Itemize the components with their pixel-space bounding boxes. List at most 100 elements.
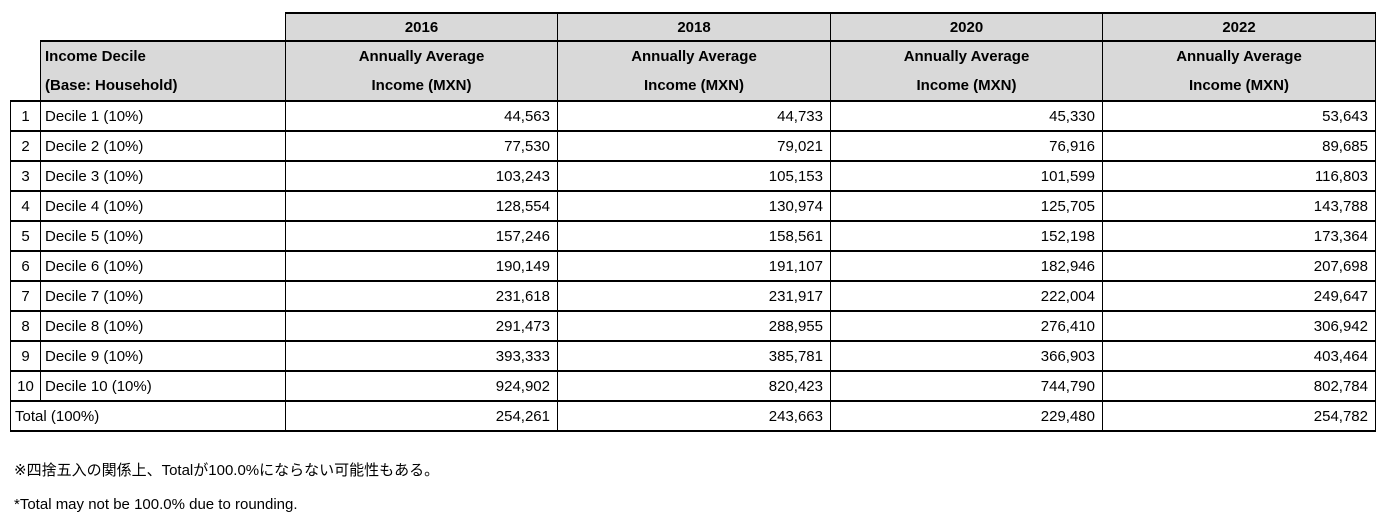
- income-value: 130,974: [557, 190, 831, 222]
- decile-label: Decile 6 (10%): [40, 250, 286, 282]
- table-row-decile-3: 3 Decile 3 (10%) 103,243 105,153 101,599…: [10, 160, 1376, 192]
- row-number: 10: [10, 370, 41, 402]
- income-value: 288,955: [557, 310, 831, 342]
- table-row-decile-4: 4 Decile 4 (10%) 128,554 130,974 125,705…: [10, 190, 1376, 222]
- row-number: 5: [10, 220, 41, 252]
- column-header-line1: Annually Average: [903, 48, 1030, 65]
- table-row-decile-7: 7 Decile 7 (10%) 231,618 231,917 222,004…: [10, 280, 1376, 312]
- income-value: 157,246: [285, 220, 558, 252]
- row-header: Income Decile (Base: Household): [40, 40, 286, 102]
- row-number: 9: [10, 340, 41, 372]
- year-header-2020: 2020: [830, 12, 1103, 42]
- income-value: 101,599: [830, 160, 1103, 192]
- income-value: 77,530: [285, 130, 558, 162]
- table-row-decile-8: 8 Decile 8 (10%) 291,473 288,955 276,410…: [10, 310, 1376, 342]
- data-table: 2016 2018 2020 2022 Income Decile (Base:…: [10, 12, 1376, 432]
- income-value: 403,464: [1102, 340, 1376, 372]
- income-value: 103,243: [285, 160, 558, 192]
- income-decile-table: 2016 2018 2020 2022 Income Decile (Base:…: [10, 12, 1376, 432]
- income-value: 158,561: [557, 220, 831, 252]
- income-value: 924,902: [285, 370, 558, 402]
- column-header-line1: Annually Average: [1176, 48, 1302, 65]
- row-number: 2: [10, 130, 41, 162]
- total-value: 254,782: [1102, 400, 1376, 432]
- decile-label: Decile 3 (10%): [40, 160, 286, 192]
- income-value: 276,410: [830, 310, 1103, 342]
- income-value: 222,004: [830, 280, 1103, 312]
- row-number: 8: [10, 310, 41, 342]
- table-row-decile-2: 2 Decile 2 (10%) 77,530 79,021 76,916 89…: [10, 130, 1376, 162]
- income-value: 191,107: [557, 250, 831, 282]
- row-header-line2: (Base: Household): [45, 77, 178, 94]
- column-header-2018: Annually Average Income (MXN): [557, 40, 831, 102]
- column-header-line2: Income (MXN): [1188, 77, 1289, 94]
- income-value: 249,647: [1102, 280, 1376, 312]
- total-label: Total (100%): [10, 400, 286, 432]
- total-value: 243,663: [557, 400, 831, 432]
- income-value: 231,618: [285, 280, 558, 312]
- income-value: 116,803: [1102, 160, 1376, 192]
- column-header-line2: Income (MXN): [643, 77, 744, 94]
- income-value: 105,153: [557, 160, 831, 192]
- income-value: 306,942: [1102, 310, 1376, 342]
- income-value: 152,198: [830, 220, 1103, 252]
- footnote-japanese: ※四捨五入の関係上、Totalが100.0%にならない可能性もある。: [14, 462, 440, 479]
- income-value: 802,784: [1102, 370, 1376, 402]
- decile-label: Decile 7 (10%): [40, 280, 286, 312]
- column-header-line2: Income (MXN): [916, 77, 1017, 94]
- total-value: 229,480: [830, 400, 1103, 432]
- income-value: 45,330: [830, 100, 1103, 132]
- total-value: 254,261: [285, 400, 558, 432]
- income-value: 44,563: [285, 100, 558, 132]
- row-number: 4: [10, 190, 41, 222]
- income-value: 173,364: [1102, 220, 1376, 252]
- decile-label: Decile 2 (10%): [40, 130, 286, 162]
- year-header-2016: 2016: [285, 12, 558, 42]
- total-row: Total (100%) 254,261 243,663 229,480 254…: [10, 400, 1376, 432]
- column-header-2016: Annually Average Income (MXN): [285, 40, 558, 102]
- decile-label: Decile 1 (10%): [40, 100, 286, 132]
- income-value: 190,149: [285, 250, 558, 282]
- income-value: 79,021: [557, 130, 831, 162]
- income-value: 366,903: [830, 340, 1103, 372]
- year-header-2018: 2018: [557, 12, 831, 42]
- table-row-decile-5: 5 Decile 5 (10%) 157,246 158,561 152,198…: [10, 220, 1376, 252]
- column-header-line1: Annually Average: [358, 48, 485, 65]
- income-value: 820,423: [557, 370, 831, 402]
- income-value: 143,788: [1102, 190, 1376, 222]
- income-value: 128,554: [285, 190, 558, 222]
- income-value: 385,781: [557, 340, 831, 372]
- blank-cell: [10, 13, 286, 41]
- decile-label: Decile 5 (10%): [40, 220, 286, 252]
- decile-label: Decile 4 (10%): [40, 190, 286, 222]
- income-value: 89,685: [1102, 130, 1376, 162]
- income-value: 291,473: [285, 310, 558, 342]
- table-row-decile-6: 6 Decile 6 (10%) 190,149 191,107 182,946…: [10, 250, 1376, 282]
- income-value: 182,946: [830, 250, 1103, 282]
- income-value: 393,333: [285, 340, 558, 372]
- row-number: 1: [10, 100, 41, 132]
- column-header-row: Income Decile (Base: Household) Annually…: [10, 40, 1376, 102]
- row-number: 3: [10, 160, 41, 192]
- income-value: 44,733: [557, 100, 831, 132]
- year-header-row: 2016 2018 2020 2022: [10, 12, 1376, 42]
- decile-label: Decile 8 (10%): [40, 310, 286, 342]
- decile-label: Decile 9 (10%): [40, 340, 286, 372]
- income-value: 744,790: [830, 370, 1103, 402]
- row-number: 7: [10, 280, 41, 312]
- income-value: 125,705: [830, 190, 1103, 222]
- column-header-2022: Annually Average Income (MXN): [1102, 40, 1376, 102]
- table-row-decile-10: 10 Decile 10 (10%) 924,902 820,423 744,7…: [10, 370, 1376, 402]
- income-value: 231,917: [557, 280, 831, 312]
- column-header-line2: Income (MXN): [371, 77, 472, 94]
- footnote-english: *Total may not be 100.0% due to rounding…: [14, 496, 298, 513]
- income-value: 207,698: [1102, 250, 1376, 282]
- table-row-decile-9: 9 Decile 9 (10%) 393,333 385,781 366,903…: [10, 340, 1376, 372]
- table-row-decile-1: 1 Decile 1 (10%) 44,563 44,733 45,330 53…: [10, 100, 1376, 132]
- row-number: 6: [10, 250, 41, 282]
- decile-label: Decile 10 (10%): [40, 370, 286, 402]
- income-value: 53,643: [1102, 100, 1376, 132]
- column-header-line1: Annually Average: [631, 48, 757, 65]
- row-header-line1: Income Decile: [45, 48, 146, 65]
- year-header-2022: 2022: [1102, 12, 1376, 42]
